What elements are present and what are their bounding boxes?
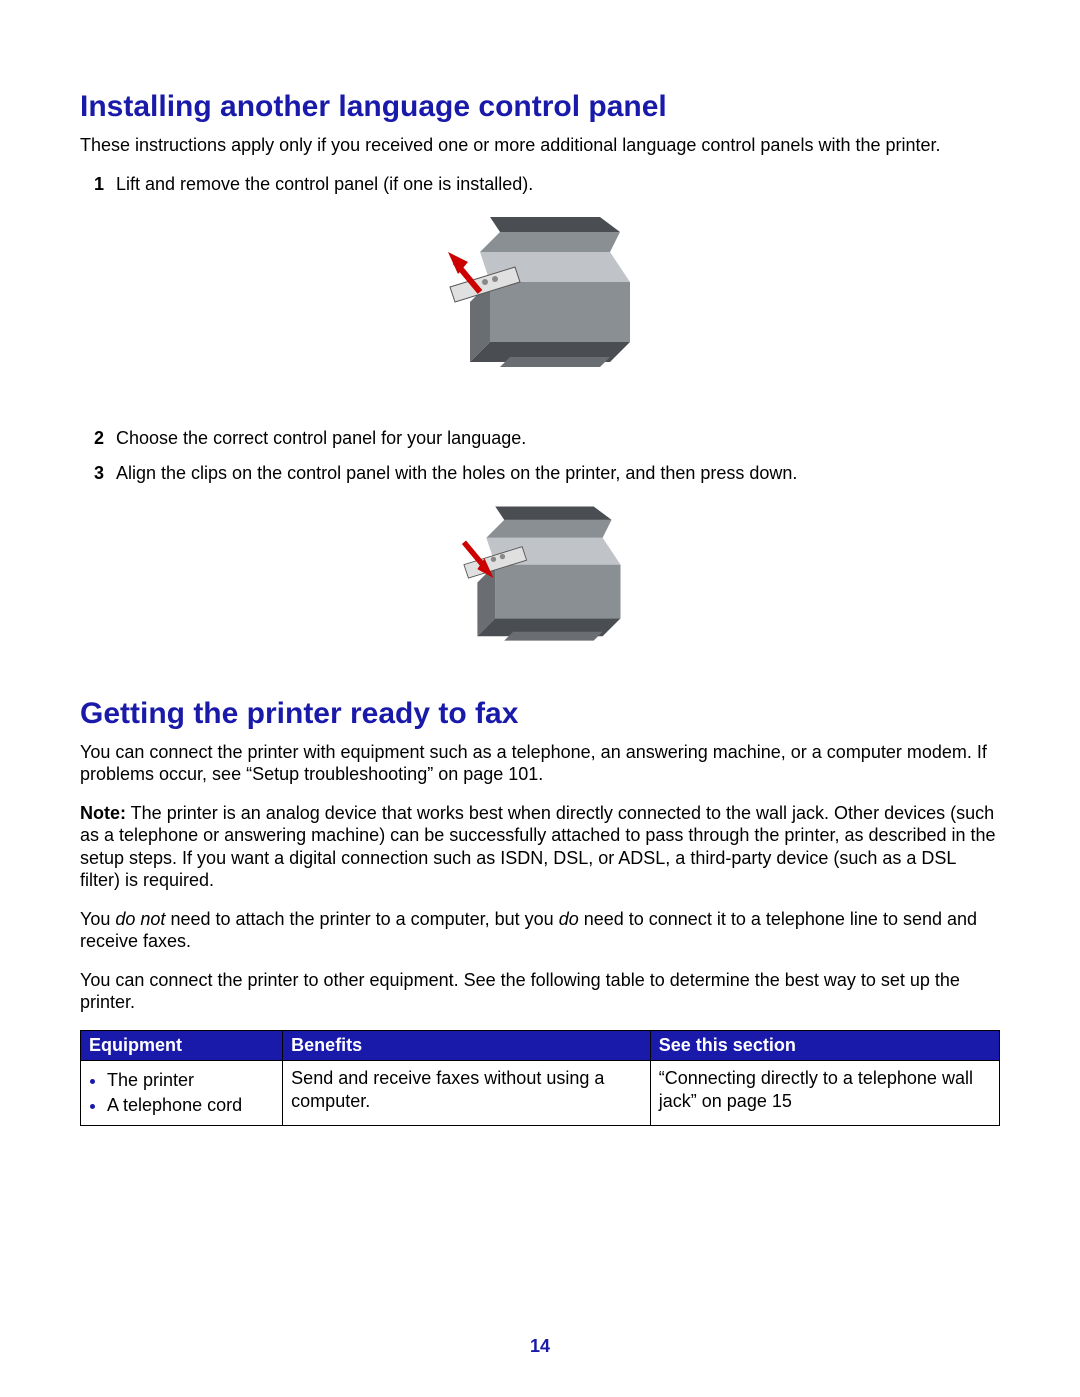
figure-printer-install-panel <box>80 502 1000 677</box>
equipment-list: The printer A telephone cord <box>89 1069 274 1118</box>
fax-p1: You can connect the printer with equipme… <box>80 741 1000 786</box>
p3-part-b: need to attach the printer to a computer… <box>165 909 558 929</box>
fax-p4: You can connect the printer to other equ… <box>80 969 1000 1014</box>
table-row: The printer A telephone cord Send and re… <box>81 1060 1000 1126</box>
p3-italic-1: do not <box>115 909 165 929</box>
td-benefits: Send and receive faxes without using a c… <box>283 1060 651 1126</box>
step-3: 3 Align the clips on the control panel w… <box>94 462 1000 485</box>
step-text: Align the clips on the control panel wit… <box>116 463 797 483</box>
steps-list-2: 2 Choose the correct control panel for y… <box>94 427 1000 486</box>
step-number: 2 <box>94 427 104 450</box>
note-label: Note: <box>80 803 126 823</box>
printer-illustration-2 <box>430 502 650 672</box>
p3-italic-2: do <box>559 909 579 929</box>
steps-list-1: 1 Lift and remove the control panel (if … <box>94 173 1000 196</box>
table-header-row: Equipment Benefits See this section <box>81 1030 1000 1060</box>
list-item: The printer <box>107 1069 274 1092</box>
th-see-section: See this section <box>650 1030 999 1060</box>
step-2: 2 Choose the correct control panel for y… <box>94 427 1000 450</box>
heading-install-panel: Installing another language control pane… <box>80 90 1000 124</box>
note-body: The printer is an analog device that wor… <box>80 803 996 891</box>
step-number: 1 <box>94 173 104 196</box>
fax-p3: You do not need to attach the printer to… <box>80 908 1000 953</box>
step-text: Choose the correct control panel for you… <box>116 428 526 448</box>
page-number: 14 <box>0 1336 1080 1357</box>
step-text: Lift and remove the control panel (if on… <box>116 174 533 194</box>
figure-printer-remove-panel <box>80 212 1000 407</box>
equipment-table: Equipment Benefits See this section The … <box>80 1030 1000 1127</box>
heading-fax-ready: Getting the printer ready to fax <box>80 697 1000 731</box>
step-number: 3 <box>94 462 104 485</box>
step-1: 1 Lift and remove the control panel (if … <box>94 173 1000 196</box>
td-see: “Connecting directly to a telephone wall… <box>650 1060 999 1126</box>
fax-note: Note: The printer is an analog device th… <box>80 802 1000 892</box>
printer-illustration-1 <box>420 212 660 402</box>
intro-paragraph: These instructions apply only if you rec… <box>80 134 1000 157</box>
th-benefits: Benefits <box>283 1030 651 1060</box>
th-equipment: Equipment <box>81 1030 283 1060</box>
td-equipment: The printer A telephone cord <box>81 1060 283 1126</box>
list-item: A telephone cord <box>107 1094 274 1117</box>
p3-part-a: You <box>80 909 115 929</box>
